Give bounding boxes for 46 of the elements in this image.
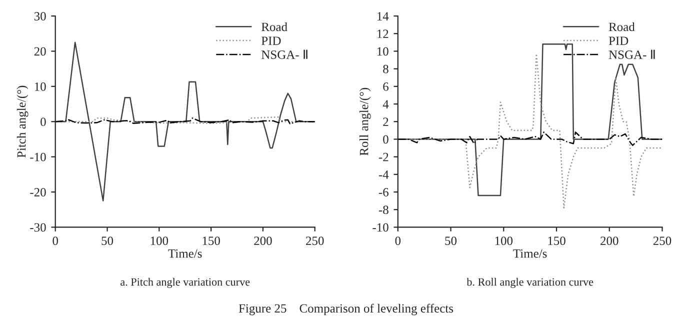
y-tick-label: 30 [34,12,46,20]
x-tick-label: 50 [445,236,457,246]
x-tick-label: 0 [395,236,401,246]
y-tick-label: -4 [378,170,389,179]
y-tick-label: -6 [378,188,388,196]
x-tick-label: 150 [548,236,566,246]
y-tick-label: -2 [378,152,388,162]
legend-label: Road [608,22,635,32]
y-tick-label: -10 [372,223,388,232]
x-tick-label: 200 [600,236,618,246]
text: a. Pitch angle variation curve [120,278,250,288]
legend-label: PID [261,36,281,45]
y-tick-label: 2 [383,118,388,126]
legend-label: NSGA- Ⅱ [261,50,308,59]
caption: Figure 25 Comparison of leveling effects [238,304,454,316]
legend-label: PID [608,36,628,45]
y-tick-label: 14 [377,12,389,20]
y-tick-label: 10 [34,82,46,91]
y-tick-label: -8 [378,206,388,214]
y-tick-label: 10 [377,47,388,56]
x-axis-title: Time/s [513,249,547,258]
y-tick-label: 0 [40,118,46,126]
line-series [398,132,662,146]
x-tick-label: 100 [150,236,168,246]
y-tick-label: -20 [30,188,46,196]
legend-label: NSGA- Ⅱ [608,50,655,59]
y-axis-title: Roll angle/(°) [359,88,371,156]
y-tick-label: -10 [30,152,46,162]
text: b. Roll angle variation curve [466,278,594,288]
x-tick-label: 0 [52,236,58,246]
x-tick-label: 50 [102,236,114,246]
x-tick-label: 250 [653,236,672,246]
y-tick-label: 20 [34,47,46,56]
y-tick-label: 4 [382,100,389,108]
y-axis-title: Pitch angle/(°) [16,86,28,158]
x-tick-label: 250 [306,236,324,246]
x-tick-label: 100 [495,236,513,246]
x-tick-label: 200 [254,236,272,246]
y-tick-label: 8 [383,64,388,74]
y-tick-label: 12 [377,30,388,38]
x-tick-label: 150 [202,236,220,246]
x-axis-title: Time/s [168,249,202,258]
y-tick-label: 6 [383,82,388,91]
y-tick-label: 0 [383,135,388,144]
legend-label: Road [261,22,288,32]
y-tick-label: -30 [30,223,46,232]
